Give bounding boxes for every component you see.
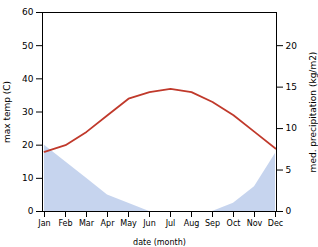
svg-text:Aug: Aug (184, 219, 200, 228)
svg-text:Jun: Jun (142, 219, 156, 228)
svg-text:Mar: Mar (79, 219, 95, 228)
svg-text:Feb: Feb (58, 219, 72, 228)
svg-text:May: May (120, 219, 137, 228)
svg-text:Dec: Dec (268, 219, 283, 228)
svg-text:0: 0 (286, 206, 292, 216)
svg-text:5: 5 (286, 165, 292, 175)
svg-text:40: 40 (22, 74, 34, 84)
svg-text:30: 30 (22, 107, 34, 117)
svg-text:15: 15 (286, 82, 297, 92)
svg-text:10: 10 (286, 123, 298, 133)
svg-text:Jul: Jul (165, 219, 176, 228)
svg-text:Jan: Jan (37, 219, 50, 228)
svg-text:med. precipitation (kg/m2): med. precipitation (kg/m2) (308, 52, 318, 173)
svg-text:0: 0 (28, 206, 34, 216)
svg-text:50: 50 (22, 41, 34, 51)
svg-text:Sep: Sep (205, 219, 220, 228)
svg-text:20: 20 (286, 41, 298, 51)
svg-text:Oct: Oct (227, 219, 241, 228)
svg-text:max temp (C): max temp (C) (2, 81, 12, 143)
svg-text:10: 10 (22, 173, 34, 183)
svg-text:Nov: Nov (247, 219, 263, 228)
svg-text:date (month): date (month) (133, 238, 186, 247)
svg-text:Apr: Apr (101, 219, 116, 228)
svg-text:20: 20 (22, 140, 34, 150)
svg-text:60: 60 (22, 7, 34, 17)
